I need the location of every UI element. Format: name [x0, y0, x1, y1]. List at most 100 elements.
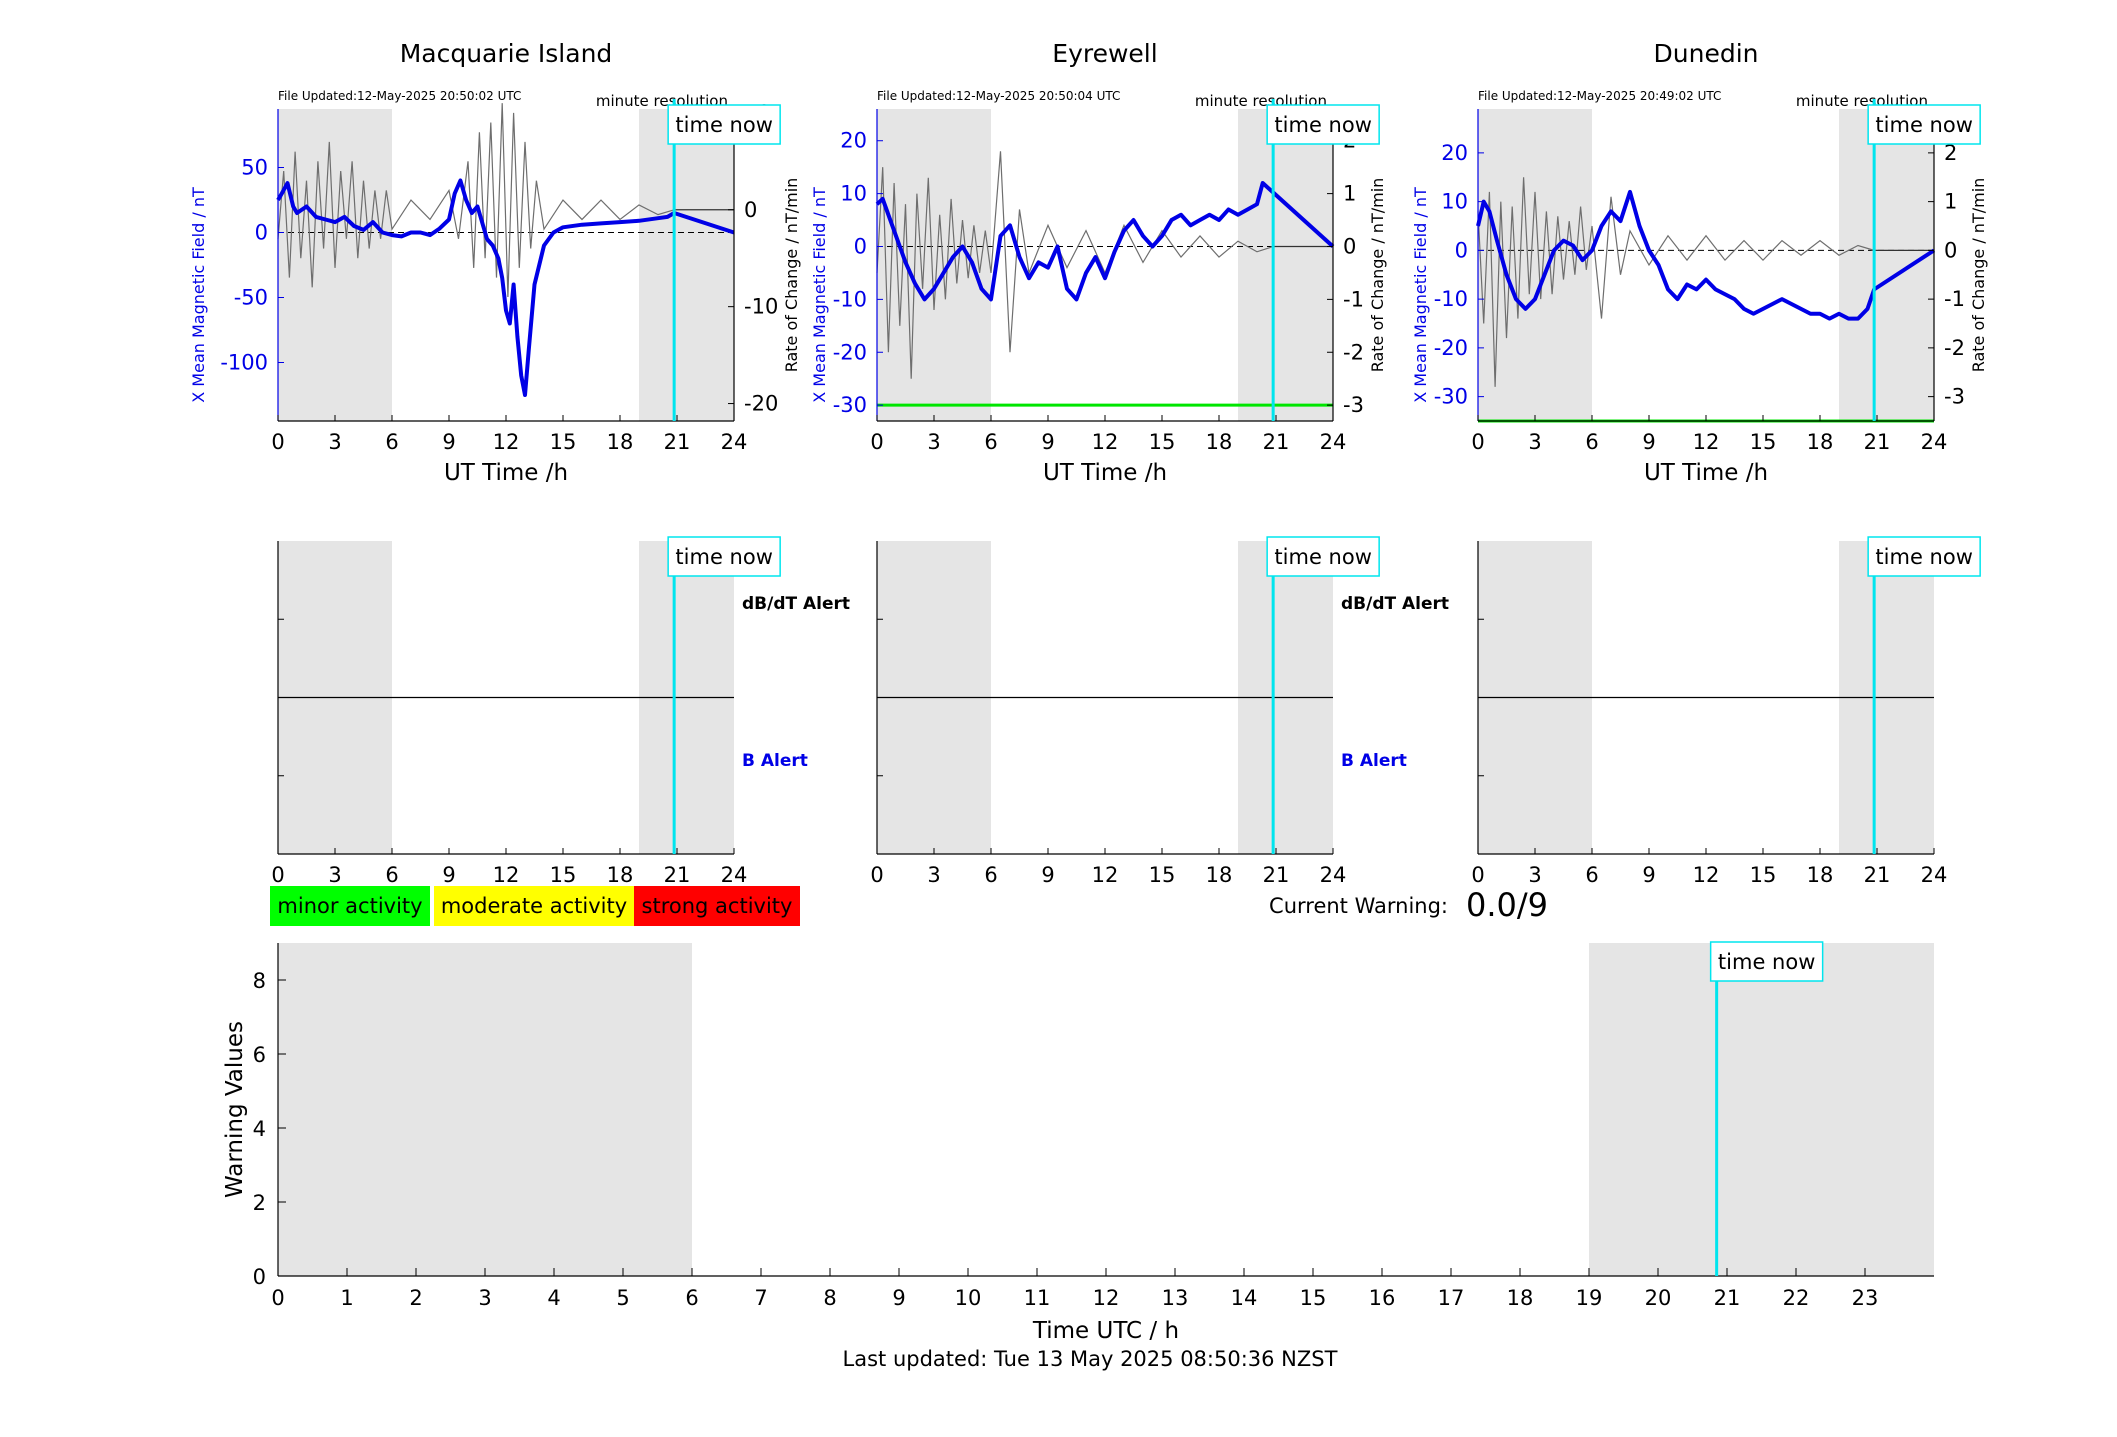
- x-tick-label: 21: [1714, 1286, 1741, 1310]
- x-tick-label: 24: [1320, 863, 1347, 887]
- x-tick-label: 18: [607, 863, 634, 887]
- x-tick-label: 0: [271, 430, 284, 454]
- x-tick-label: 12: [1092, 430, 1119, 454]
- y-right-tick-label: 2: [1944, 141, 1957, 165]
- rate-of-change-series: [876, 151, 1274, 379]
- x-tick-label: 0: [1471, 863, 1484, 887]
- legend-minor-swatch: [270, 886, 430, 926]
- x-tick-label: 3: [1528, 863, 1541, 887]
- y-axis-label-right: Rate of Change / nT/min: [1368, 178, 1387, 373]
- x-tick-label: 6: [1585, 863, 1598, 887]
- y-axis-label-right: Rate of Change / nT/min: [1969, 178, 1988, 373]
- x-axis-label: Time UTC / h: [1032, 1318, 1179, 1344]
- y-tick-label: 50: [241, 156, 268, 180]
- file-updated-text: File Updated:12-May-2025 20:50:02 UTC: [278, 89, 521, 103]
- time-now-box: [1867, 104, 1981, 145]
- x-tick-label: 8: [823, 1286, 836, 1310]
- dbdt-alert-label: dB/dT Alert: [742, 594, 850, 614]
- x-tick-label: 23: [1852, 1286, 1879, 1310]
- x-axis-label: UT Time /h: [1043, 460, 1167, 486]
- file-updated-text: File Updated:12-May-2025 20:49:02 UTC: [1478, 89, 1721, 103]
- station-panel-2: Dunedin File Updated:12-May-2025 20:49:02…: [1411, 39, 1988, 486]
- x-tick-label: 20: [1645, 1286, 1672, 1310]
- x-tick-label: 9: [442, 430, 455, 454]
- time-now-label: time now: [675, 113, 772, 137]
- y-right-tick-label: 1: [1944, 190, 1957, 214]
- y-right-tick-label: -3: [1343, 393, 1364, 417]
- x-tick-label: 10: [955, 1286, 982, 1310]
- x-tick-label: 16: [1369, 1286, 1396, 1310]
- y-tick-label: 8: [253, 969, 266, 993]
- station-panel-1: Eyrewell File Updated:12-May-2025 20:50:0…: [810, 39, 1387, 486]
- x-tick-label: 9: [1041, 863, 1054, 887]
- x-tick-label: 19: [1576, 1286, 1603, 1310]
- time-now-box: [1867, 536, 1981, 577]
- x-tick-label: 18: [1807, 430, 1834, 454]
- x-tick-label: 12: [493, 863, 520, 887]
- x-tick-label: 12: [1693, 863, 1720, 887]
- x-tick-label: 9: [1642, 430, 1655, 454]
- shaded-region: [639, 109, 734, 421]
- x-tick-label: 9: [442, 863, 455, 887]
- legend-minor-label: minor activity: [277, 894, 422, 918]
- last-updated-text: Last updated: Tue 13 May 2025 08:50:36 N…: [843, 1347, 1338, 1371]
- x-tick-label: 12: [1093, 1286, 1120, 1310]
- x-tick-label: 21: [1263, 863, 1290, 887]
- y-tick-label: 2: [253, 1191, 266, 1215]
- x-tick-label: 21: [664, 430, 691, 454]
- x-tick-label: 4: [547, 1286, 560, 1310]
- y-right-tick-label: -10: [744, 295, 778, 319]
- y-tick-label: -30: [833, 393, 867, 417]
- x-tick-label: 15: [1750, 430, 1777, 454]
- x-tick-label: 11: [1024, 1286, 1051, 1310]
- y-right-tick-label: -20: [744, 392, 778, 416]
- y-tick-label: 10: [840, 182, 867, 206]
- x-tick-label: 6: [685, 1286, 698, 1310]
- y-tick-label: -10: [1434, 287, 1468, 311]
- y-tick-label: 20: [840, 129, 867, 153]
- y-axis-label-left: X Mean Magnetic Field / nT: [1411, 187, 1430, 403]
- rate-of-change-series: [277, 103, 675, 297]
- rate-of-change-series: [1477, 177, 1875, 387]
- time-now-label: time now: [1718, 950, 1815, 974]
- x-tick-label: 21: [1263, 430, 1290, 454]
- b-alert-label: B Alert: [1341, 751, 1407, 771]
- x-tick-label: 14: [1231, 1286, 1258, 1310]
- x-tick-label: 18: [1206, 430, 1233, 454]
- x-tick-label: 6: [1585, 430, 1598, 454]
- alert-panel-2: 0 3 6 9 12 15 18 21 24 time now: [1471, 536, 1981, 887]
- y-right-tick-label: -1: [1343, 287, 1364, 311]
- file-updated-text: File Updated:12-May-2025 20:50:04 UTC: [877, 89, 1120, 103]
- time-now-box: [667, 104, 781, 145]
- x-tick-label: 21: [1864, 430, 1891, 454]
- shaded-region: [278, 943, 692, 1276]
- x-tick-label: 2: [409, 1286, 422, 1310]
- x-tick-label: 24: [1921, 863, 1948, 887]
- y-tick-label: 6: [253, 1043, 266, 1067]
- time-now-box: [1709, 941, 1824, 982]
- time-now-label: time now: [675, 545, 772, 569]
- y-right-tick-label: 0: [744, 198, 757, 222]
- x-tick-label: 6: [984, 863, 997, 887]
- x-tick-label: 24: [1921, 430, 1948, 454]
- x-tick-label: 21: [664, 863, 691, 887]
- x-tick-label: 9: [892, 1286, 905, 1310]
- y-right-tick-label: -2: [1944, 336, 1965, 360]
- x-tick-label: 18: [1206, 863, 1233, 887]
- x-tick-label: 15: [550, 863, 577, 887]
- y-right-tick-label: 0: [1944, 238, 1957, 262]
- x-tick-label: 15: [1149, 430, 1176, 454]
- x-tick-label: 0: [870, 863, 883, 887]
- x-tick-label: 6: [984, 430, 997, 454]
- x-tick-label: 18: [1507, 1286, 1534, 1310]
- time-now-label: time now: [1875, 113, 1972, 137]
- x-tick-label: 0: [870, 430, 883, 454]
- y-tick-label: -30: [1434, 385, 1468, 409]
- time-now-box: [667, 536, 781, 577]
- station-title: Macquarie Island: [400, 39, 613, 68]
- x-tick-label: 9: [1642, 863, 1655, 887]
- field-series: [875, 181, 1335, 302]
- b-alert-label: B Alert: [742, 751, 808, 771]
- field-series: [1476, 189, 1936, 321]
- x-tick-label: 5: [616, 1286, 629, 1310]
